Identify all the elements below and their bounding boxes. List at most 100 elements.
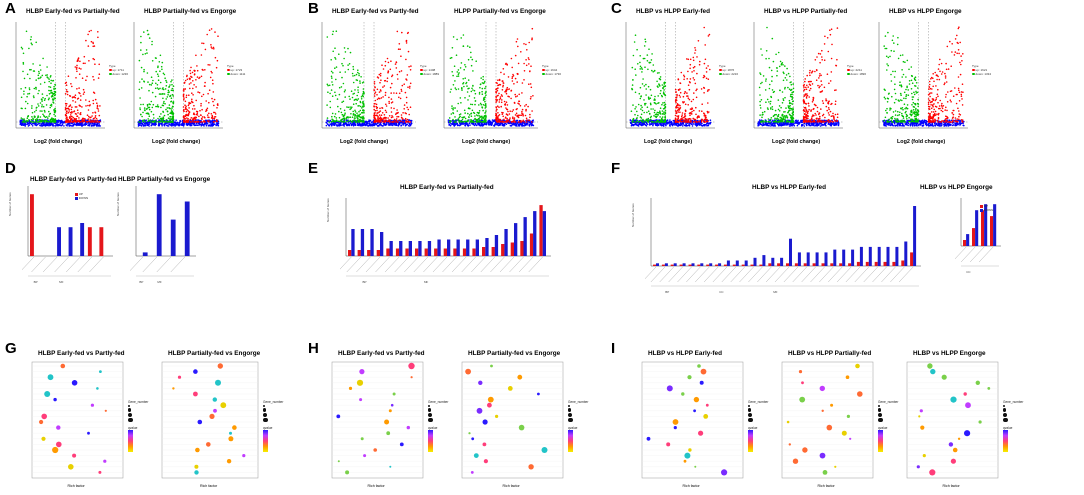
legend-text: up: 1723 (230, 68, 243, 72)
bubble-plot-h2 (460, 360, 565, 482)
bar-up (520, 241, 524, 256)
size-legend-dot (263, 417, 268, 423)
size-legend-dot (568, 408, 572, 412)
legend-marker (972, 68, 975, 72)
bar-down (744, 260, 748, 266)
bar-down (718, 263, 722, 266)
legend-row: up: 2211 (847, 68, 866, 72)
bubble-size-legend-i2: Gene_number (878, 400, 898, 423)
bubble-svg-g1 (31, 361, 124, 479)
bar-up (839, 263, 843, 266)
bubble-xlabel-i1: Rich factor (682, 484, 700, 488)
bar-chart-f2 (955, 196, 1005, 306)
category-tick (356, 256, 371, 273)
bar-down (886, 246, 890, 266)
bar-up (910, 252, 914, 266)
bar-up (30, 194, 34, 256)
legend-row: down: 2216 (719, 72, 738, 76)
volcano-points (19, 29, 102, 127)
bar-down (868, 246, 872, 266)
legend-row: Type (719, 64, 738, 68)
volcano-legend-b2: Type up: 1644 down: 1730 (542, 64, 561, 76)
bar-down (389, 241, 393, 256)
bar-up (386, 248, 390, 256)
bubble-frame (331, 361, 424, 479)
category-tick (346, 256, 361, 273)
bar-down (351, 229, 355, 256)
bar-down (682, 263, 686, 266)
bar-group-label: BP (665, 290, 670, 294)
bar-up (434, 248, 438, 256)
bar-up (892, 261, 896, 266)
bar-up (679, 264, 683, 266)
legend-marker (227, 68, 230, 72)
bubble-frame (161, 361, 259, 479)
category-tick (836, 266, 852, 283)
bar-svg-d1 (22, 186, 113, 277)
bubble-svg-i3 (906, 361, 999, 479)
volcano-svg-c3 (878, 22, 968, 129)
legend-marker (847, 68, 850, 72)
bar-down (456, 239, 460, 256)
bubble-xlabel-i2: Rich factor (817, 484, 835, 488)
volcano-xlabel-c1: Log2 (fold change) (644, 139, 693, 145)
bar-up (443, 248, 447, 256)
legend-row: Type (227, 64, 245, 68)
category-tick (461, 256, 476, 273)
legend-marker (109, 72, 112, 76)
bubble-svg-g2 (161, 361, 259, 479)
bar-down (913, 206, 917, 266)
bar-title-f1: HLBP vs HLPP Early-fed (752, 184, 826, 191)
category-tick (22, 256, 35, 271)
bar-up (821, 263, 825, 266)
bar-up (830, 263, 834, 266)
legend-marker (972, 72, 975, 76)
category-tick (471, 256, 486, 273)
category-tick (730, 266, 745, 283)
size-legend-dot (568, 405, 571, 408)
bar-down (68, 227, 73, 256)
category-tick (156, 256, 171, 273)
bubble-xlabel-h2: Rich factor (502, 484, 520, 488)
bar-up (529, 233, 534, 256)
legend-row: DOWN (979, 208, 993, 212)
bar-up (424, 248, 428, 256)
bubble-points (162, 363, 258, 475)
bar-ylabel-d2: Number of Genes (116, 192, 120, 216)
category-tick (854, 266, 869, 283)
legend-title: qvalue (263, 426, 273, 430)
legend-text: down: 1236 (112, 72, 129, 76)
bar-up (348, 250, 352, 256)
bar-down (993, 204, 997, 246)
size-legend-dot (1003, 412, 1007, 417)
legend-text: down: 1334 (975, 72, 992, 76)
category-tick (404, 256, 419, 273)
bubble-svg-h1 (331, 361, 424, 479)
bar-up (661, 264, 665, 266)
bar-down (975, 210, 979, 246)
legend-text: up: 1876 (722, 68, 735, 72)
category-tick (978, 246, 994, 263)
category-tick (375, 256, 390, 273)
legend-row: down: 1896 (847, 72, 866, 76)
legend-row: up: 1876 (719, 68, 738, 72)
legend-text: down: 1889 (423, 72, 440, 76)
category-tick (54, 256, 69, 273)
legend-row: DOWN (74, 196, 88, 200)
bubble-points (32, 363, 123, 474)
bar-up (357, 250, 361, 256)
category-tick (31, 256, 46, 273)
legend-text: down: 1730 (545, 72, 562, 76)
bar-up (777, 263, 781, 266)
bar-chart-d1 (22, 184, 117, 316)
bar-down (170, 219, 176, 256)
legend-row: UP (74, 192, 89, 196)
legend-row: down: 1889 (420, 72, 439, 76)
bar-up (972, 228, 976, 246)
size-legend-dot (878, 408, 882, 412)
bar-title-f2: HLBP vs HLPP Engorge (920, 184, 993, 191)
bubble-svg-i1 (641, 361, 744, 479)
bar-down (984, 204, 988, 246)
bar-down (656, 263, 659, 266)
volcano-svg-b1 (321, 22, 416, 129)
